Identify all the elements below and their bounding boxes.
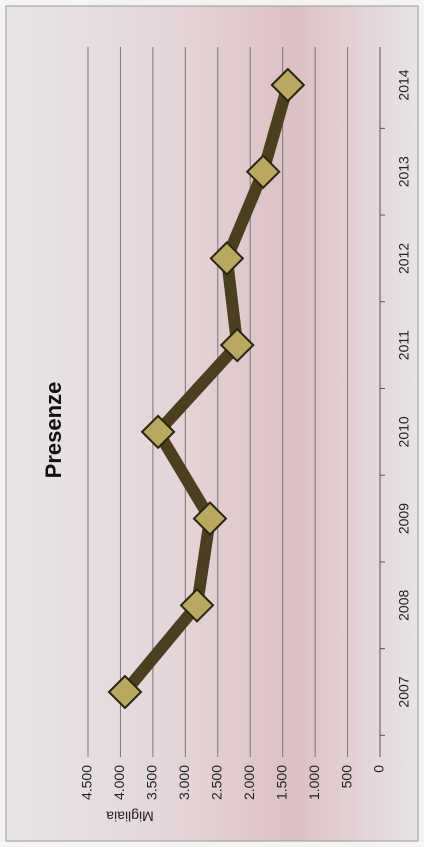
marker (270, 67, 306, 103)
y-tick-label: 4.500 (79, 765, 95, 800)
y-tick-label: 1.000 (306, 765, 322, 800)
y-tick-label: 3.000 (176, 765, 192, 800)
marker (107, 674, 143, 710)
marker (219, 327, 255, 363)
y-tick-label: 4.000 (111, 765, 127, 800)
marker (245, 154, 281, 190)
y-tick-label: 0 (371, 765, 387, 773)
chart-area (5, 5, 419, 842)
x-tick-label: 2010 (396, 416, 412, 447)
marker (192, 501, 228, 536)
marker (209, 241, 245, 276)
marker (179, 587, 215, 623)
x-tick-label: 2013 (396, 156, 412, 187)
x-tick-label: 2009 (396, 503, 412, 534)
y-tick-label: 2.500 (208, 765, 224, 800)
marker (140, 414, 176, 450)
y-axis-label: Migliaia (106, 808, 154, 824)
x-tick-label: 2007 (396, 676, 412, 707)
rotated-chart: Presenze Migliaia 0 500 1.000 1.500 2.000 2.5… (41, 47, 412, 824)
y-tick-label: 2.000 (241, 765, 257, 800)
x-tick-label: 2008 (396, 590, 412, 621)
chart-title: Presenze (41, 382, 66, 479)
y-tick-label: 1.500 (273, 765, 289, 800)
y-tick-label: 500 (338, 765, 354, 789)
x-tick-label: 2011 (396, 330, 412, 360)
y-tick-label: 3.500 (144, 765, 160, 800)
x-tick-label: 2012 (396, 243, 412, 274)
x-tick-label: 2014 (396, 69, 412, 100)
